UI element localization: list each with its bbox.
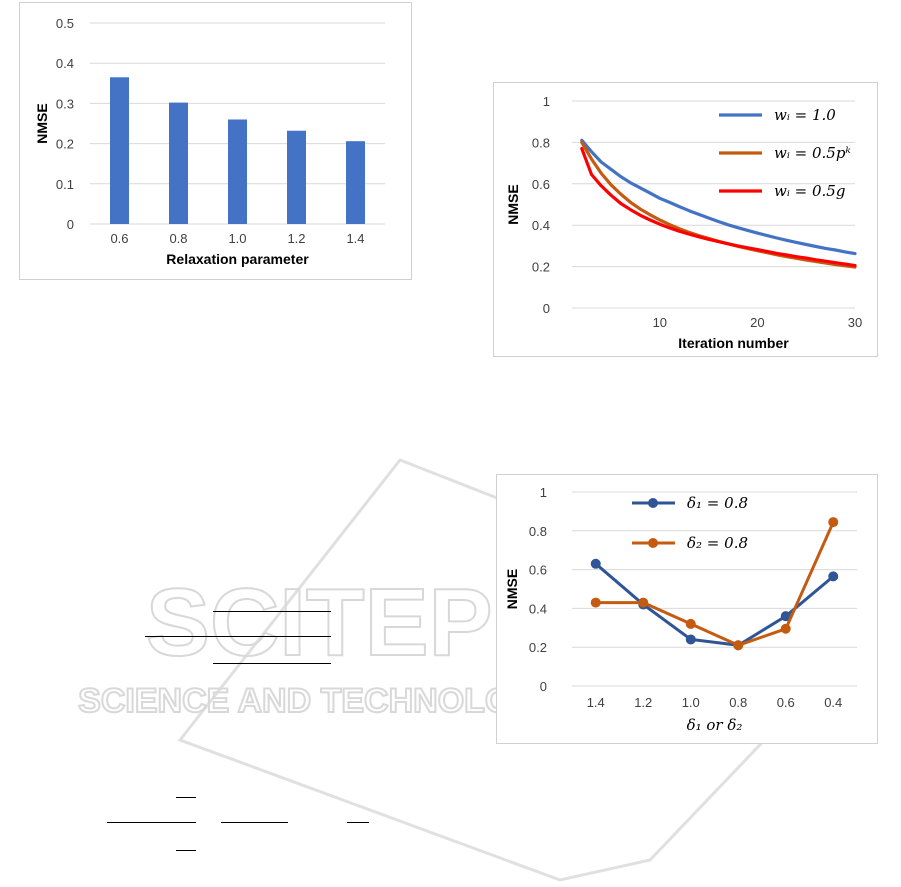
bar — [169, 102, 188, 224]
legend-label: wᵢ = 0.5pᵏ — [774, 144, 851, 162]
y-axis-title: NMSE — [34, 103, 50, 143]
y-tick-label: 0.1 — [56, 177, 74, 192]
delta-line-chart: 0 0.2 0.4 0.6 0.8 1 1.4 1.2 1.0 0.8 0.6 0.4 δ₁ = 0.8… — [504, 485, 857, 734]
bar — [287, 130, 306, 224]
x-axis-title: Iteration number — [678, 335, 789, 351]
data-point — [685, 634, 696, 645]
y-axis-title: NMSE — [504, 569, 520, 609]
document-rule — [347, 822, 369, 823]
iteration-chart-panel: 0 0.2 0.4 0.6 0.8 1 10 20 30 wᵢ = 1.0 wᵢ = 0.5pᵏ wᵢ… — [493, 82, 878, 357]
data-point — [733, 640, 744, 651]
document-rule — [221, 822, 288, 823]
y-tick-label: 0 — [67, 217, 74, 232]
bar-chart: 0 0.1 0.2 0.3 0.4 0.5 0.6 0.8 1.0 1.2 1.4 Relaxatio… — [34, 16, 385, 267]
y-tick-label: 0.2 — [529, 640, 547, 655]
y-tick-label: 0.4 — [56, 56, 74, 71]
document-rule — [213, 663, 331, 664]
data-point — [590, 597, 601, 608]
x-tick-label: 0.6 — [110, 231, 128, 246]
bar — [228, 119, 247, 224]
data-point — [685, 618, 696, 629]
x-tick-label: 20 — [750, 315, 764, 330]
series-line — [595, 521, 835, 647]
y-tick-label: 0.8 — [532, 135, 550, 150]
legend-marker — [648, 538, 658, 548]
y-tick-label: 0.8 — [529, 524, 547, 539]
legend-marker — [648, 498, 658, 508]
x-axis-title: δ₁ or δ₂ — [687, 716, 743, 734]
y-tick-label: 0.4 — [529, 601, 547, 616]
y-tick-label: 0.4 — [532, 218, 550, 233]
y-tick-label: 1 — [543, 94, 550, 109]
document-rule — [176, 797, 196, 798]
y-tick-label: 0.2 — [56, 137, 74, 152]
y-tick-label: 0.5 — [56, 16, 74, 31]
bar-chart-panel: 0 0.1 0.2 0.3 0.4 0.5 0.6 0.8 1.0 1.2 1.4 Relaxatio… — [19, 2, 412, 280]
bar — [346, 141, 365, 224]
x-tick-label: 0.8 — [169, 231, 187, 246]
x-tick-label: 10 — [653, 315, 667, 330]
series-line — [580, 146, 857, 268]
data-point — [638, 597, 649, 608]
legend-label: δ₁ = 0.8 — [687, 494, 748, 512]
bar — [110, 77, 129, 225]
data-point — [590, 558, 601, 569]
data-point — [780, 623, 791, 634]
data-point — [780, 611, 791, 622]
x-tick-label: 30 — [848, 315, 862, 330]
x-tick-label: 1.2 — [634, 695, 652, 710]
document-rule — [145, 636, 331, 637]
iteration-line-chart: 0 0.2 0.4 0.6 0.8 1 10 20 30 wᵢ = 1.0 wᵢ = 0.5pᵏ wᵢ… — [505, 94, 862, 351]
x-tick-label: 0.4 — [824, 695, 842, 710]
x-tick-label: 0.8 — [729, 695, 747, 710]
y-tick-label: 0.6 — [532, 177, 550, 192]
legend-label: δ₂ = 0.8 — [687, 534, 748, 552]
legend-label: wᵢ = 0.5g — [774, 182, 845, 200]
x-tick-label: 1.2 — [287, 231, 305, 246]
watermark-emblem — [177, 458, 863, 882]
x-axis-title: Relaxation parameter — [166, 251, 309, 267]
document-rule — [213, 611, 331, 612]
document-rule — [176, 850, 196, 851]
x-tick-label: 1.0 — [228, 231, 246, 246]
series-line — [580, 138, 857, 256]
x-tick-label: 0.6 — [777, 695, 795, 710]
data-point — [828, 571, 839, 582]
y-tick-label: 0.6 — [529, 563, 547, 578]
x-tick-label: 1.4 — [587, 695, 605, 710]
data-point — [828, 517, 839, 528]
legend-label: wᵢ = 1.0 — [774, 106, 836, 124]
x-tick-label: 1.0 — [682, 695, 700, 710]
y-tick-label: 0.2 — [532, 260, 550, 275]
delta-chart-panel: 0 0.2 0.4 0.6 0.8 1 1.4 1.2 1.0 0.8 0.6 0.4 δ₁ = 0.8… — [496, 474, 878, 744]
y-tick-label: 0 — [540, 679, 547, 694]
y-tick-label: 0 — [543, 301, 550, 316]
y-tick-label: 1 — [540, 485, 547, 500]
document-rule — [107, 822, 196, 823]
y-axis-title: NMSE — [505, 184, 521, 224]
x-tick-label: 1.4 — [346, 231, 364, 246]
y-tick-label: 0.3 — [56, 96, 74, 111]
